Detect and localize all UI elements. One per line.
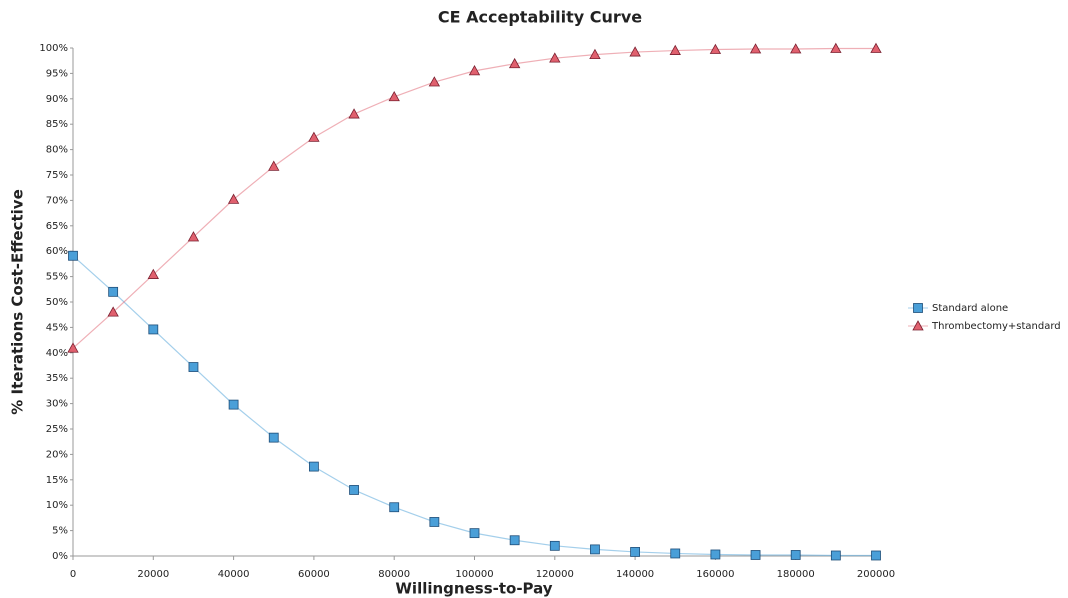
data-point [68,250,78,261]
y-tick-label: 40% [46,348,68,359]
data-point [148,324,159,335]
data-point [749,43,762,54]
data-point [870,42,882,53]
x-tick-label: 80000 [378,569,410,580]
data-point [790,43,802,54]
y-tick-label: 85% [46,119,68,130]
data-point [790,550,801,560]
data-point [830,550,841,561]
y-tick-label: 90% [46,94,68,105]
y-tick-label: 70% [46,195,68,206]
y-tick-label: 80% [46,145,68,156]
y-tick-label: 25% [46,424,68,435]
data-point [147,268,159,279]
x-tick-label: 20000 [137,569,169,580]
data-point [508,57,521,69]
data-point [589,48,601,60]
y-axis-title: % Iterations Cost-Effective [9,189,27,415]
data-point [549,540,560,551]
data-point [349,485,359,495]
data-point [388,90,400,102]
legend-marker [913,303,923,313]
y-tick-label: 35% [46,373,68,384]
series-line [72,255,876,557]
y-tick-label: 100% [39,43,68,54]
data-point [710,549,721,560]
data-point [107,306,119,317]
y-tick-label: 10% [46,500,68,511]
data-point [670,548,681,559]
series-line [72,47,876,349]
data-point [669,44,681,55]
y-tick-label: 45% [46,322,68,333]
legend-label: Standard alone [932,303,1008,314]
data-point [268,160,280,171]
x-tick-label: 180000 [777,569,815,580]
y-tick-label: 5% [52,526,68,537]
data-point [187,231,200,242]
x-tick-label: 140000 [616,569,654,580]
data-point [227,193,240,204]
y-tick-label: 50% [46,297,68,308]
x-axis-title: Willingness-to-Pay [395,580,552,598]
x-tick-label: 120000 [536,569,574,580]
data-point [188,362,199,372]
y-tick-label: 15% [46,475,68,486]
y-tick-label: 20% [46,449,68,460]
y-tick-label: 60% [46,246,68,257]
data-point [509,535,520,546]
data-point [629,46,641,57]
data-point [871,550,881,561]
data-point [108,286,119,297]
data-point [308,461,319,472]
data-point [468,65,481,76]
data-point [830,42,842,53]
data-point [549,52,561,63]
legend-label: Thrombectomy+standard [931,321,1061,332]
data-point [228,399,239,410]
y-tick-label: 75% [46,170,68,181]
y-tick-label: 30% [46,399,68,410]
y-tick-label: 0% [52,551,68,562]
data-point [308,131,320,142]
data-point [429,517,440,527]
data-point [348,108,360,119]
data-point [389,502,400,513]
x-tick-label: 0 [70,569,76,580]
data-point [268,432,279,443]
legend-marker [912,320,924,331]
data-point [750,550,761,560]
data-point [469,528,480,539]
y-tick-label: 65% [46,221,68,232]
x-tick-label: 200000 [857,569,895,580]
x-tick-label: 40000 [218,569,250,580]
data-point [590,544,600,555]
x-tick-label: 160000 [696,569,734,580]
data-point [67,342,79,353]
x-tick-label: 60000 [298,569,330,580]
data-point [428,76,441,87]
data-point [709,43,722,54]
data-point [630,547,640,557]
x-tick-label: 100000 [455,569,493,580]
y-tick-label: 55% [46,272,68,283]
chart-title: CE Acceptability Curve [438,8,642,27]
y-tick-label: 95% [46,68,68,79]
